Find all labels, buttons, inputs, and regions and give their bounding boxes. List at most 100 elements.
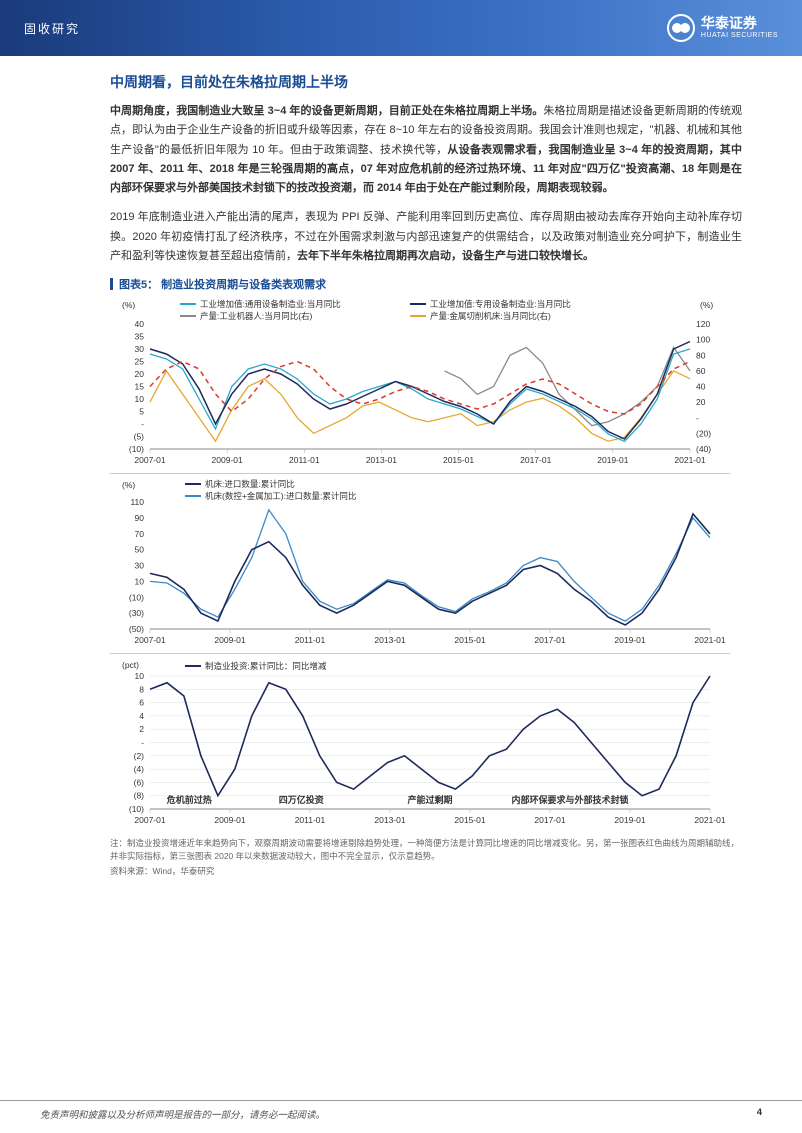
svg-text:2007-01: 2007-01 xyxy=(134,455,165,465)
svg-text:4: 4 xyxy=(139,711,144,721)
svg-text:2019-01: 2019-01 xyxy=(614,635,645,645)
svg-text:制造业投资:累计同比：同比增减: 制造业投资:累计同比：同比增减 xyxy=(205,661,327,671)
svg-text:2015-01: 2015-01 xyxy=(454,635,485,645)
chart-note-2: 资料来源：Wind，华泰研究 xyxy=(110,863,742,878)
svg-text:(10): (10) xyxy=(129,804,144,814)
svg-text:产量:工业机器人:当月同比(右): 产量:工业机器人:当月同比(右) xyxy=(200,311,313,321)
paragraph-2: 2019 年底制造业进入产能出清的尾声，表现为 PPI 反弹、产能利用率回到历史… xyxy=(110,208,742,266)
logo-block: 华泰证券 HUATAI SECURITIES xyxy=(667,14,778,42)
svg-text:机床:进口数量:累计同比: 机床:进口数量:累计同比 xyxy=(205,479,295,489)
svg-text:(6): (6) xyxy=(134,777,145,787)
svg-text:(40): (40) xyxy=(696,444,711,454)
svg-text:2021-01: 2021-01 xyxy=(694,815,725,825)
svg-text:(%): (%) xyxy=(122,480,135,490)
svg-text:2015-01: 2015-01 xyxy=(454,815,485,825)
svg-text:70: 70 xyxy=(135,529,145,539)
svg-text:(2): (2) xyxy=(134,751,145,761)
svg-text:危机前过热: 危机前过热 xyxy=(166,794,212,805)
svg-text:10: 10 xyxy=(135,671,145,681)
svg-text:8: 8 xyxy=(139,684,144,694)
svg-text:(%): (%) xyxy=(700,300,713,310)
svg-text:2009-01: 2009-01 xyxy=(214,815,245,825)
svg-text:2007-01: 2007-01 xyxy=(134,815,165,825)
svg-text:2013-01: 2013-01 xyxy=(374,815,405,825)
svg-text:(4): (4) xyxy=(134,764,145,774)
svg-text:15: 15 xyxy=(135,382,145,392)
chart-caption-bar: 图表5： 制造业投资周期与设备类表观需求 xyxy=(110,276,742,292)
chart-caption: 图表5： 制造业投资周期与设备类表观需求 xyxy=(119,276,326,292)
svg-text:30: 30 xyxy=(135,561,145,571)
caption-bullet xyxy=(110,278,113,290)
svg-text:2017-01: 2017-01 xyxy=(534,815,565,825)
svg-text:(%): (%) xyxy=(122,300,135,310)
svg-text:2: 2 xyxy=(139,724,144,734)
svg-text:2021-01: 2021-01 xyxy=(674,455,705,465)
svg-text:2015-01: 2015-01 xyxy=(443,455,474,465)
svg-text:2009-01: 2009-01 xyxy=(212,455,243,465)
svg-text:-: - xyxy=(696,413,699,423)
svg-text:2017-01: 2017-01 xyxy=(520,455,551,465)
logo-icon xyxy=(667,14,695,42)
svg-text:2019-01: 2019-01 xyxy=(597,455,628,465)
svg-text:-: - xyxy=(141,738,144,748)
chart-3-block: (pct)制造业投资:累计同比：同比增减(10)(8)(6)(4)(2)-246… xyxy=(110,656,730,833)
chart-note-1: 注：制造业投资增速近年来趋势向下，观察周期波动需要将增速剔除趋势处理，一种简便方… xyxy=(110,835,742,863)
svg-text:(10): (10) xyxy=(129,444,144,454)
svg-text:(30): (30) xyxy=(129,608,144,618)
svg-text:(pct): (pct) xyxy=(122,660,139,670)
svg-text:-: - xyxy=(141,419,144,429)
svg-text:25: 25 xyxy=(135,357,145,367)
paragraph-1: 中周期角度，我国制造业大致呈 3~4 年的设备更新周期，目前正处在朱格拉周期上半… xyxy=(110,102,742,198)
svg-text:(5): (5) xyxy=(134,432,145,442)
svg-text:2009-01: 2009-01 xyxy=(214,635,245,645)
svg-text:2021-01: 2021-01 xyxy=(694,635,725,645)
svg-text:工业增加值:通用设备制造业:当月同比: 工业增加值:通用设备制造业:当月同比 xyxy=(200,299,341,309)
svg-text:120: 120 xyxy=(696,319,710,329)
chart-2-svg: (%) 机床:进口数量:累计同比机床(数控+金属加工):进口数量:累计同比 (50)… xyxy=(110,476,730,651)
page-number: 4 xyxy=(757,1107,762,1121)
svg-text:20: 20 xyxy=(135,369,145,379)
doc-category: 固收研究 xyxy=(24,20,80,37)
svg-text:5: 5 xyxy=(139,407,144,417)
svg-text:10: 10 xyxy=(135,576,145,586)
svg-text:6: 6 xyxy=(139,698,144,708)
svg-text:机床(数控+金属加工):进口数量:累计同比: 机床(数控+金属加工):进口数量:累计同比 xyxy=(205,491,356,501)
svg-text:产量:金属切削机床:当月同比(右): 产量:金属切削机床:当月同比(右) xyxy=(430,311,551,321)
svg-text:2013-01: 2013-01 xyxy=(366,455,397,465)
svg-text:2007-01: 2007-01 xyxy=(134,635,165,645)
section-title: 中周期看，目前处在朱格拉周期上半场 xyxy=(110,72,742,92)
logo-cn: 华泰证券 xyxy=(701,16,778,31)
chart-1-svg: (%) (%) 工业增加值:通用设备制造业:当月同比 工业增加值:专用设备制造业:当月… xyxy=(110,296,730,471)
svg-text:90: 90 xyxy=(135,513,145,523)
svg-text:2017-01: 2017-01 xyxy=(534,635,565,645)
chart-3-svg: (pct)制造业投资:累计同比：同比增减(10)(8)(6)(4)(2)-246… xyxy=(110,656,730,831)
p2-b: 去年下半年朱格拉周期再次启动，设备生产与进口较快增长。 xyxy=(297,250,594,262)
svg-text:100: 100 xyxy=(696,335,710,345)
svg-text:产能过剩期: 产能过剩期 xyxy=(407,794,452,805)
svg-text:50: 50 xyxy=(135,545,145,555)
svg-text:20: 20 xyxy=(696,397,706,407)
svg-text:60: 60 xyxy=(696,366,706,376)
svg-text:工业增加值:专用设备制造业:当月同比: 工业增加值:专用设备制造业:当月同比 xyxy=(430,299,571,309)
footer-text: 免责声明和披露以及分析师声明是报告的一部分，请务必一起阅读。 xyxy=(40,1107,325,1121)
page-footer: 免责声明和披露以及分析师声明是报告的一部分，请务必一起阅读。 4 xyxy=(0,1100,802,1121)
svg-text:(20): (20) xyxy=(696,428,711,438)
chart-2-block: (%) 机床:进口数量:累计同比机床(数控+金属加工):进口数量:累计同比 (50)… xyxy=(110,476,730,654)
svg-text:(50): (50) xyxy=(129,624,144,634)
svg-text:40: 40 xyxy=(696,382,706,392)
logo-en: HUATAI SECURITIES xyxy=(701,32,778,40)
svg-text:2011-01: 2011-01 xyxy=(289,455,320,465)
svg-text:2019-01: 2019-01 xyxy=(614,815,645,825)
p1-lead: 中周期角度，我国制造业大致呈 3~4 年的设备更新周期，目前正处在朱格拉周期上半… xyxy=(110,105,543,117)
chart-1-block: (%) (%) 工业增加值:通用设备制造业:当月同比 工业增加值:专用设备制造业:当月… xyxy=(110,296,730,474)
svg-text:80: 80 xyxy=(696,350,706,360)
svg-text:2013-01: 2013-01 xyxy=(374,635,405,645)
svg-text:2011-01: 2011-01 xyxy=(295,815,326,825)
svg-text:35: 35 xyxy=(135,332,145,342)
content-area: 中周期看，目前处在朱格拉周期上半场 中周期角度，我国制造业大致呈 3~4 年的设… xyxy=(0,56,802,877)
svg-text:10: 10 xyxy=(135,394,145,404)
svg-text:30: 30 xyxy=(135,344,145,354)
svg-text:(10): (10) xyxy=(129,592,144,602)
svg-text:110: 110 xyxy=(130,497,144,507)
svg-text:40: 40 xyxy=(135,319,145,329)
